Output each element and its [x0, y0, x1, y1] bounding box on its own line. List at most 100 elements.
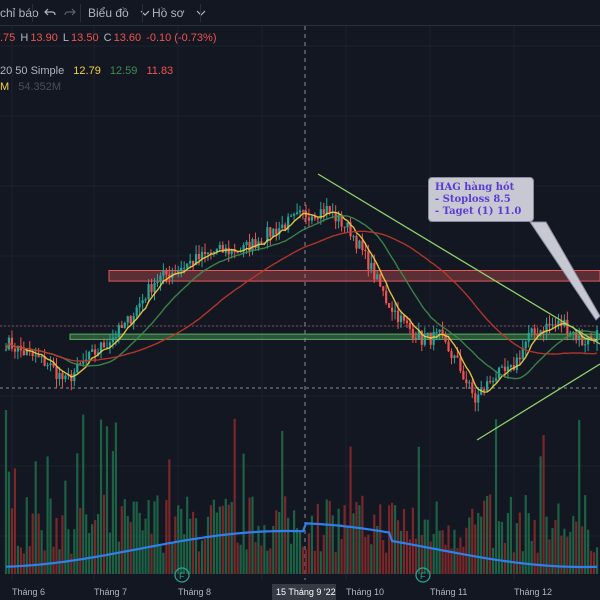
candle-body [292, 213, 296, 216]
volume-bar [382, 540, 385, 574]
volume-bar [548, 539, 551, 574]
candle [447, 335, 450, 353]
candle [94, 344, 97, 363]
volume-bar [396, 520, 400, 574]
volume-bar [393, 505, 397, 574]
indicators-button[interactable]: chỉ báo [0, 6, 39, 20]
volume-bar [46, 456, 49, 574]
volume-bar [162, 552, 165, 574]
candle [105, 339, 109, 349]
volume-bar [292, 510, 296, 574]
volume-bar [322, 534, 325, 574]
candle [477, 386, 480, 412]
volume-bar [120, 506, 123, 574]
close-label: C [103, 32, 112, 44]
candle-body [88, 351, 91, 360]
candle-body [554, 324, 557, 326]
volume-bar [186, 496, 189, 574]
volume-bar [399, 530, 403, 574]
candle [99, 341, 103, 359]
candle [147, 279, 150, 303]
volume-bar [245, 549, 248, 574]
volume-bar [22, 553, 25, 574]
candle [316, 216, 319, 223]
volume-bar [132, 501, 135, 574]
candle [545, 317, 548, 341]
annotation-callout[interactable]: HAG hàng hót - Stoploss 8.5 - Taget (1) … [428, 177, 534, 222]
volume-bar [349, 446, 352, 574]
volume-bar [462, 546, 465, 574]
volume-bar [227, 504, 230, 574]
candle [295, 203, 299, 216]
volume-ma-line [5, 522, 598, 569]
volume-bar [388, 505, 391, 574]
candle-body [165, 270, 168, 275]
candle-body [61, 372, 64, 380]
volume-bar [435, 501, 438, 574]
volume-bar [88, 533, 91, 574]
candle [73, 368, 76, 387]
candle [281, 215, 284, 229]
candle [278, 221, 281, 240]
volume-bar [13, 468, 17, 574]
candle-body [560, 320, 563, 326]
volume-bar [506, 513, 510, 574]
undo-icon[interactable] [44, 6, 56, 21]
volume-bar [239, 544, 242, 574]
candle [126, 315, 129, 328]
candle-body [64, 375, 67, 380]
volume-bar [269, 548, 272, 574]
candle-body [595, 330, 599, 342]
candle-body [114, 337, 117, 339]
profile-menu[interactable]: Hồ sơ [152, 6, 206, 20]
volume-bar [236, 542, 239, 574]
candle-body [153, 283, 156, 293]
candle [388, 302, 391, 309]
volume-bars [4, 410, 599, 574]
candle-body [76, 363, 79, 373]
candle [349, 217, 352, 240]
candle [301, 209, 305, 220]
candle [533, 324, 536, 341]
resistance-zone [108, 270, 600, 282]
candle-body [94, 349, 97, 355]
candle-body [462, 370, 465, 380]
redo-icon[interactable] [64, 6, 76, 21]
volume-bar [367, 534, 370, 574]
chart-type-menu[interactable]: Biểu đồ [88, 6, 150, 20]
candle [49, 356, 52, 372]
candle-body [474, 393, 477, 403]
candle-body [480, 388, 483, 395]
candle-body [200, 251, 204, 260]
volume-bar [174, 516, 177, 574]
volume-bar [147, 500, 150, 574]
volume-bar [111, 450, 115, 574]
candle-body [533, 328, 536, 334]
volume-bar [150, 533, 153, 574]
candle [527, 324, 530, 348]
candle-body [405, 320, 409, 324]
candle-body [444, 334, 447, 342]
volume-bar [361, 495, 364, 574]
volume-bar [429, 541, 432, 574]
candle-body [515, 357, 518, 370]
price-chart[interactable]: Tháng 6 Tháng 7 Tháng 8 Tháng 10 Tháng 11 Thá… [0, 26, 600, 600]
volume-bar [52, 546, 55, 574]
candle-body [551, 324, 554, 326]
candle-body [147, 284, 150, 300]
candle [343, 226, 346, 233]
volume-bar [218, 506, 221, 574]
candle [108, 333, 112, 354]
candle [141, 293, 144, 312]
candle-body [524, 341, 527, 349]
candle [70, 369, 73, 391]
candle-body [453, 355, 456, 359]
volume-bar [25, 497, 28, 574]
volume-bar [509, 496, 512, 574]
candle-body [4, 349, 8, 351]
candle-body [260, 241, 263, 244]
candle-body [55, 366, 58, 380]
volume-bar [355, 501, 358, 574]
candle-body [278, 228, 281, 235]
candle [102, 338, 106, 349]
